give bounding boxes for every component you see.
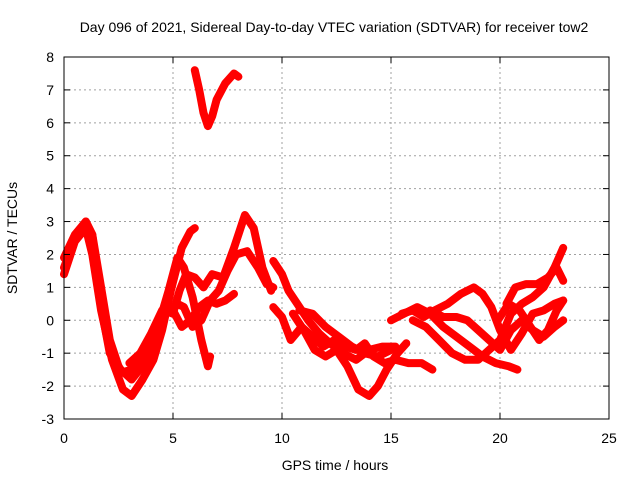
series-track-10	[295, 306, 395, 361]
series-track-4	[125, 289, 238, 368]
y-tick-label: -2	[42, 378, 55, 394]
y-tick-label: 3	[46, 214, 54, 230]
x-tick-label: 10	[274, 430, 290, 446]
y-tick-label: 6	[46, 115, 54, 131]
y-tick-label: 1	[46, 279, 54, 295]
y-tick-label: 7	[46, 82, 54, 98]
x-tick-label: 5	[169, 430, 177, 446]
x-axis-label: GPS time / hours	[282, 457, 389, 473]
x-tick-label: 25	[601, 430, 617, 446]
y-tick-label: 4	[46, 181, 54, 197]
y-tick-label: -1	[42, 345, 55, 361]
y-tick-label: 8	[46, 49, 54, 65]
plot-frame	[63, 56, 610, 420]
y-tick-label: -3	[42, 411, 55, 427]
axis-ticks	[63, 56, 610, 420]
y-tick-labels: -3 -2 -1 0 1 2 3 4 5 6 7 8	[42, 49, 55, 427]
y-axis-label: SDTVAR / TECUs	[4, 182, 20, 294]
series-group	[60, 66, 568, 400]
series-track-16	[493, 296, 568, 344]
x-tick-label: 15	[383, 430, 399, 446]
y-tick-label: 5	[46, 148, 54, 164]
series-track-9	[288, 309, 411, 400]
x-tick-label: 20	[492, 430, 508, 446]
series-track-5	[173, 247, 278, 331]
series-track-6	[190, 66, 243, 131]
series-track-15	[502, 263, 568, 308]
y-tick-label: 2	[46, 246, 54, 262]
x-tick-labels: 0 5 10 15 20 25	[60, 430, 617, 446]
x-tick-label: 0	[60, 430, 68, 446]
y-tick-label: 0	[46, 312, 54, 328]
chart-title: Day 096 of 2021, Sidereal Day-to-day VTE…	[80, 19, 589, 35]
